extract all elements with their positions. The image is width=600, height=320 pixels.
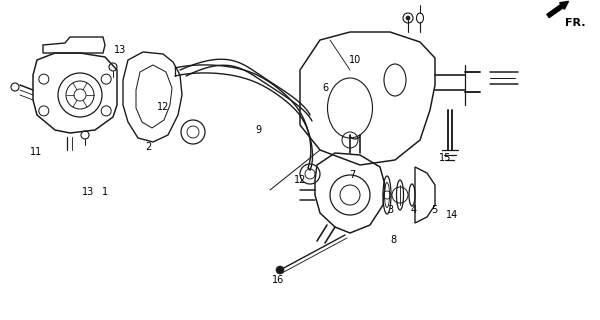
FancyArrow shape (547, 1, 569, 18)
Text: 15: 15 (439, 153, 451, 163)
Circle shape (276, 266, 284, 274)
Text: 14: 14 (446, 210, 458, 220)
Text: 12: 12 (157, 102, 169, 112)
Text: 3: 3 (387, 205, 393, 215)
Text: 11: 11 (30, 147, 42, 157)
Text: 8: 8 (390, 235, 396, 245)
Text: 7: 7 (349, 170, 355, 180)
Text: 13: 13 (114, 45, 126, 55)
Text: 10: 10 (349, 55, 361, 65)
Circle shape (406, 16, 410, 20)
Text: 4: 4 (411, 205, 417, 215)
Text: 13: 13 (82, 187, 94, 197)
Text: 6: 6 (322, 83, 328, 93)
Text: 9: 9 (255, 125, 261, 135)
Text: 1: 1 (102, 187, 108, 197)
Text: 5: 5 (431, 205, 437, 215)
Text: 16: 16 (272, 275, 284, 285)
Text: 2: 2 (145, 142, 151, 152)
Text: 12: 12 (294, 175, 306, 185)
Text: FR.: FR. (565, 18, 586, 28)
